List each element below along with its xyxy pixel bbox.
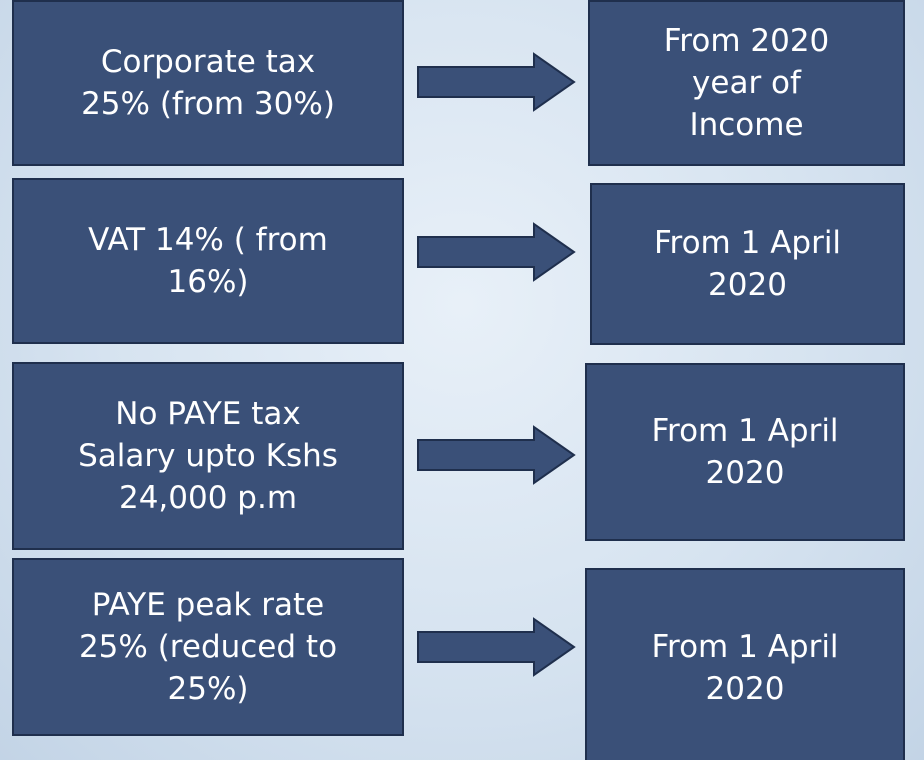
arrow xyxy=(417,222,576,282)
arrow xyxy=(417,617,576,677)
effective-date-box: From 1 April 2020 xyxy=(585,568,905,760)
box-text: No PAYE tax xyxy=(115,396,301,432)
box-text: Salary upto Kshs xyxy=(78,438,338,474)
arrow-shape xyxy=(417,617,576,677)
box-text: year of xyxy=(692,65,801,101)
box-text: Income xyxy=(689,107,804,143)
box-text: 16%) xyxy=(167,264,249,300)
box-text: 2020 xyxy=(705,671,785,707)
box-text: VAT 14% ( from xyxy=(88,222,328,258)
box-text: 25% (from 30%) xyxy=(81,86,335,122)
arrow xyxy=(417,52,576,112)
box-text: From 1 April xyxy=(651,413,839,449)
box-text: 24,000 p.m xyxy=(118,480,298,516)
arrow-shape xyxy=(417,222,576,282)
box-text: From 2020 xyxy=(663,23,830,59)
box-text: PAYE peak rate xyxy=(91,587,325,623)
condition-box: No PAYE tax Salary upto Kshs 24,000 p.m xyxy=(12,362,404,550)
condition-box: PAYE peak rate 25% (reduced to 25%) xyxy=(12,558,404,736)
box-text: From 1 April xyxy=(651,629,839,665)
arrow-shape xyxy=(417,425,576,485)
box-text: 2020 xyxy=(708,267,787,303)
arrow xyxy=(417,425,576,485)
box-text: From 1 April xyxy=(653,225,842,261)
box-text: 25% (reduced to xyxy=(78,629,338,665)
arrow-shape xyxy=(417,52,576,112)
effective-date-box: From 2020 year of Income xyxy=(588,0,905,166)
effective-date-box: From 1 April 2020 xyxy=(585,363,905,541)
effective-date-box: From 1 April 2020 xyxy=(590,183,905,345)
condition-box: VAT 14% ( from 16%) xyxy=(12,178,404,344)
box-text: Corporate tax xyxy=(100,44,316,80)
condition-box: Corporate tax 25% (from 30%) xyxy=(12,0,404,166)
box-text: 25%) xyxy=(167,671,249,707)
box-text: 2020 xyxy=(705,455,785,491)
